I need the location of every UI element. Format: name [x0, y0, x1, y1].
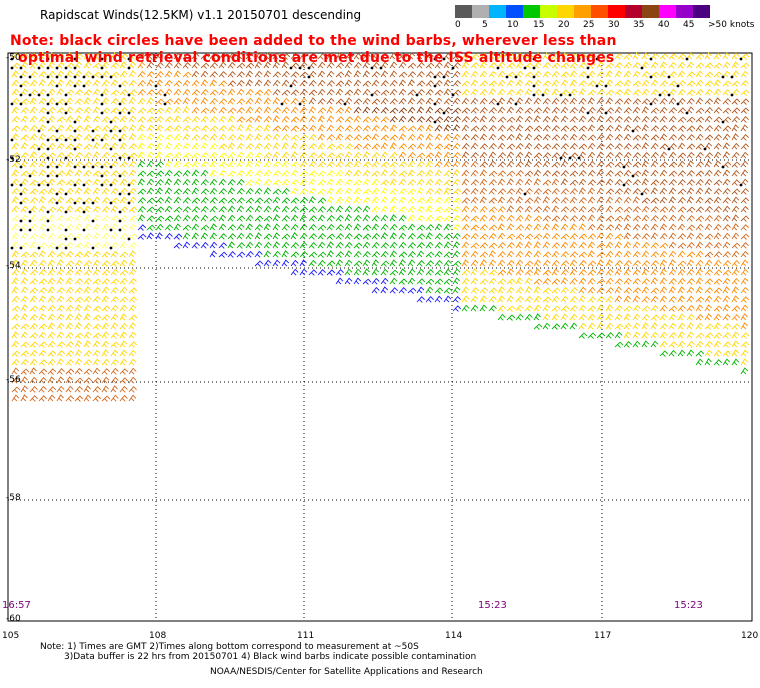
legend-color-bar — [455, 5, 710, 18]
legend-label: 5 — [482, 20, 488, 30]
legend-label: 20 — [558, 20, 570, 30]
time-label: 15:23 — [478, 600, 507, 611]
footer-note-1: Note: 1) Times are GMT 2)Times along bot… — [40, 642, 419, 652]
legend-label: 0 — [455, 20, 461, 30]
legend-label: 40 — [658, 20, 670, 30]
footer-note-2: 3)Data buffer is 22 hrs from 20150701 4)… — [64, 652, 477, 662]
lat-label: -54 — [6, 261, 21, 271]
lon-label: 111 — [297, 631, 315, 641]
legend-label: 30 — [608, 20, 620, 30]
legend-units: >50 knots — [708, 20, 755, 30]
lat-label: -58 — [6, 493, 21, 503]
map-frame — [7, 52, 753, 622]
legend-swatch — [540, 5, 557, 18]
lon-label: 114 — [445, 631, 463, 641]
legend-swatch — [625, 5, 642, 18]
legend-swatch — [574, 5, 591, 18]
legend-swatch — [676, 5, 693, 18]
legend-swatch — [506, 5, 523, 18]
contamination-note-line-2: optimal wind retrieval conditions are me… — [18, 50, 615, 66]
legend-label: 45 — [683, 20, 695, 30]
wind-barbs — [10, 52, 750, 402]
lat-label: -56 — [6, 375, 21, 385]
legend-swatch — [523, 5, 540, 18]
lat-label: -50 — [6, 53, 21, 63]
legend-label: 25 — [583, 20, 595, 30]
map-title: Rapidscat Winds(12.5KM) v1.1 20150701 de… — [40, 8, 362, 22]
legend-swatch — [693, 5, 710, 18]
legend-swatch — [489, 5, 506, 18]
lat-label: -60 — [6, 614, 21, 624]
legend-swatch — [608, 5, 625, 18]
footer-credit: NOAA/NESDIS/Center for Satellite Applica… — [210, 667, 483, 677]
lat-label: -52 — [6, 155, 21, 165]
contamination-note-line-1: Note: black circles have been added to t… — [10, 33, 617, 49]
legend-swatch — [472, 5, 489, 18]
lon-label: 117 — [594, 631, 612, 641]
legend-swatch — [591, 5, 608, 18]
legend-swatch — [557, 5, 574, 18]
lon-label: 108 — [149, 631, 167, 641]
lon-label: 105 — [2, 631, 20, 641]
legend-labels: 0 5 10 15 20 25 30 35 40 45 — [455, 18, 710, 30]
legend-swatch — [642, 5, 659, 18]
time-label: 16:57 — [2, 600, 31, 611]
legend-swatch — [659, 5, 676, 18]
time-label: 15:23 — [674, 600, 703, 611]
legend-label: 10 — [507, 20, 519, 30]
legend-swatch — [455, 5, 472, 18]
wind-speed-legend: 0 5 10 15 20 25 30 35 40 45 — [455, 5, 710, 30]
legend-label: 35 — [633, 20, 645, 30]
legend-label: 15 — [533, 20, 545, 30]
lon-label: 120 — [741, 631, 759, 641]
